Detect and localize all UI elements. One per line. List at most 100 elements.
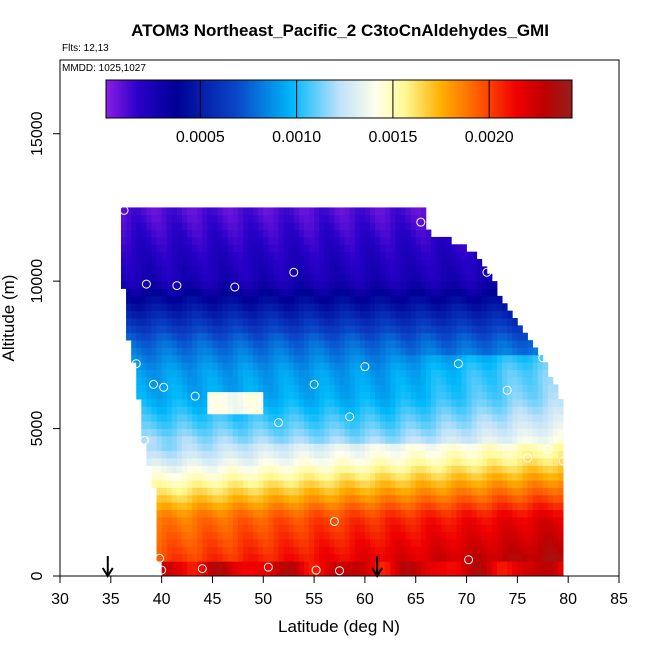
curtain-cell (217, 273, 224, 282)
curtain-cell (486, 421, 493, 429)
curtain-cell (359, 266, 366, 275)
curtain-cell (344, 384, 351, 393)
curtain-cell (380, 546, 386, 555)
curtain-cell (400, 472, 406, 481)
curtain-cell (232, 259, 239, 267)
curtain-cell (415, 303, 422, 312)
curtain-cell (253, 480, 259, 488)
curtain-cell (248, 244, 254, 253)
curtain-cell (349, 303, 356, 312)
curtain-cell (278, 480, 284, 488)
curtain-cell (491, 376, 498, 385)
x-axis: 30 35 40 45 50 55 60 65 70 75 80 85 (51, 576, 628, 608)
curtain-cell (532, 531, 539, 540)
curtain-cell (486, 531, 493, 540)
curtain-cell (359, 288, 366, 297)
curtain-cell (461, 509, 467, 518)
curtain-cell (176, 214, 183, 223)
curtain-cell (181, 421, 188, 429)
curtain-cell (181, 273, 188, 282)
curtain-cell (283, 310, 290, 319)
curtain-cell (410, 539, 417, 547)
curtain-cell (298, 310, 305, 319)
curtain-cell (339, 214, 345, 223)
curtain-cell (268, 443, 274, 452)
curtain-cell (369, 303, 376, 312)
curtain-cell (466, 480, 473, 488)
curtain-cell (375, 487, 381, 496)
curtain-cell (512, 428, 518, 437)
curtain-cell (481, 369, 488, 378)
curtain-cell (410, 251, 417, 260)
curtain-cell (283, 295, 290, 304)
curtain-cell (558, 531, 564, 540)
curtain-cell (161, 244, 168, 253)
curtain-cell (349, 494, 356, 503)
curtain-cell (334, 288, 340, 297)
curtain-cell (390, 428, 396, 437)
curtain-cell (456, 465, 462, 474)
curtain-cell (263, 531, 269, 540)
curtain-cell (263, 273, 269, 282)
curtain-cell (166, 413, 173, 422)
curtain-cell (268, 325, 274, 334)
curtain-cell (187, 376, 193, 385)
curtain-cell (522, 502, 528, 511)
curtain-cell (497, 413, 503, 422)
curtain-cell (380, 553, 386, 562)
curtain-cell (181, 509, 188, 518)
curtain-cell (385, 472, 391, 481)
curtain-cell (283, 354, 290, 363)
curtain-cell (369, 318, 376, 326)
curtain-cell (248, 391, 254, 400)
curtain-cell (359, 561, 366, 570)
curtain-cell (415, 399, 422, 407)
curtain-cell (354, 472, 361, 481)
curtain-cell (441, 251, 447, 260)
curtain-cell (364, 391, 371, 400)
curtain-cell (517, 406, 523, 415)
curtain-cell (425, 568, 432, 577)
curtain-cell (349, 310, 356, 319)
curtain-cell (334, 524, 340, 533)
curtain-cell (410, 406, 417, 415)
curtain-cell (451, 369, 457, 378)
curtain-cell (181, 310, 188, 319)
curtain-cell (242, 509, 249, 518)
curtain-cell (237, 399, 244, 407)
curtain-cell (415, 244, 422, 253)
curtain-cell (552, 561, 559, 570)
curtain-cell (466, 509, 473, 518)
curtain-cell (537, 458, 544, 466)
curtain-cell (258, 413, 264, 422)
curtain-cell (497, 435, 503, 444)
curtain-cell (471, 266, 478, 275)
curtain-cell (197, 546, 203, 555)
curtain-cell (354, 340, 361, 348)
curtain-cell (385, 509, 391, 518)
curtain-cell (212, 458, 218, 466)
curtain-cell (253, 222, 259, 230)
curtain-cell (217, 222, 224, 230)
curtain-cell (507, 531, 513, 540)
curtain-cell (237, 251, 244, 260)
curtain-cell (522, 421, 528, 429)
curtain-cell (390, 450, 396, 459)
curtain-cell (532, 494, 539, 503)
curtain-cell (364, 222, 371, 230)
curtain-cell (242, 480, 249, 488)
curtain-cell (268, 413, 274, 422)
curtain-cell (227, 214, 234, 223)
curtain-cell (375, 502, 381, 511)
curtain-cell (486, 288, 493, 297)
curtain-cell (497, 509, 503, 518)
curtain-cell (319, 399, 325, 407)
curtain-cell (156, 509, 163, 518)
curtain-cell (293, 450, 300, 459)
curtain-cell (161, 509, 168, 518)
curtain-cell (161, 340, 168, 348)
sample-point (141, 279, 151, 289)
curtain-cell (232, 295, 239, 304)
curtain-cell (283, 531, 290, 540)
curtain-cell (161, 295, 168, 304)
